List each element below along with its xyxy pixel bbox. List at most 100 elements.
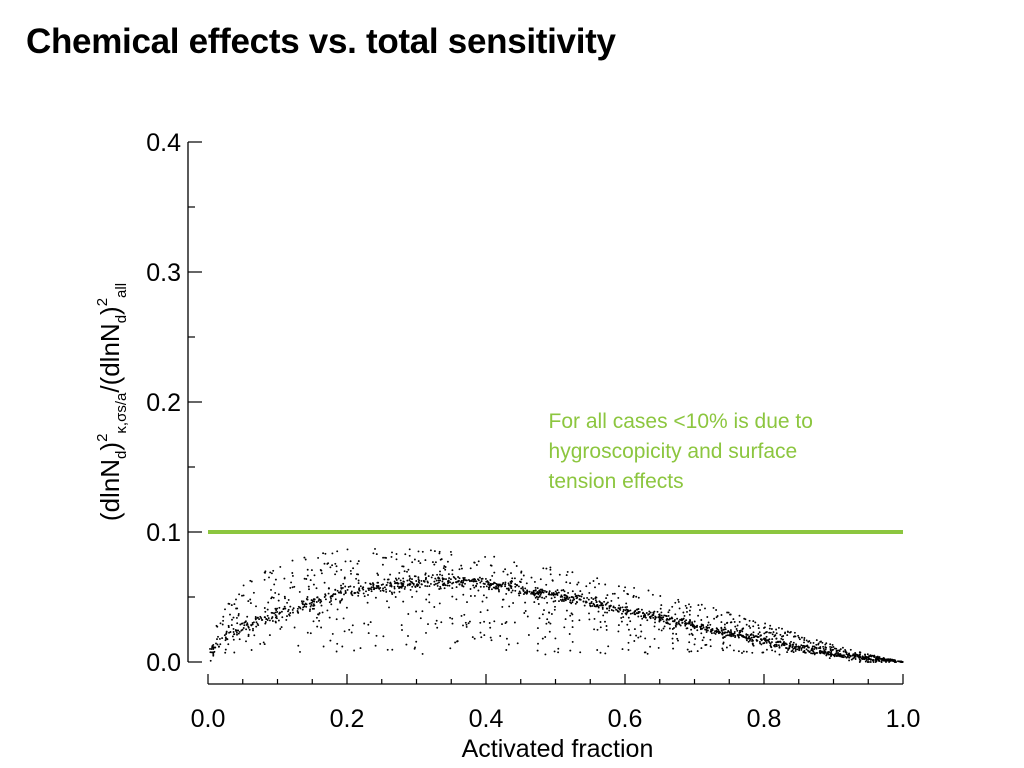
scatter-point	[425, 598, 428, 601]
scatter-point	[420, 583, 423, 586]
scatter-point	[793, 631, 796, 634]
scatter-point	[878, 660, 881, 662]
scatter-point	[778, 653, 781, 656]
scatter-point	[787, 647, 790, 650]
scatter-point	[595, 601, 598, 604]
scatter-point	[773, 635, 776, 638]
scatter-point	[320, 604, 323, 607]
scatter-point	[640, 630, 643, 633]
scatter-point	[803, 649, 806, 652]
scatter-point	[700, 647, 703, 650]
scatter-point	[486, 609, 489, 612]
scatter-point	[418, 586, 421, 589]
scatter-point	[813, 645, 816, 648]
scatter-point	[271, 620, 274, 622]
scatter-point	[893, 661, 896, 663]
scatter-point	[763, 626, 766, 629]
scatter-point	[390, 555, 393, 558]
scatter-point	[726, 621, 729, 624]
scatter-point	[597, 610, 600, 613]
scatter-point	[493, 555, 496, 558]
scatter-point	[742, 650, 745, 653]
scatter-point	[324, 593, 327, 596]
scatter-point	[544, 636, 547, 638]
scatter-point	[489, 579, 492, 581]
scatter-point	[291, 572, 294, 574]
scatter-point	[670, 616, 673, 619]
scatter-point	[497, 584, 500, 587]
scatter-point	[340, 568, 343, 571]
scatter-point	[781, 638, 784, 641]
scatter-point	[505, 620, 508, 623]
scatter-point	[781, 627, 783, 630]
scatter-point	[489, 626, 492, 629]
scatter-point	[447, 580, 450, 583]
scatter-point	[343, 630, 346, 633]
scatter-point	[259, 615, 262, 618]
scatter-point	[769, 642, 772, 645]
scatter-point	[596, 604, 598, 607]
scatter-point	[339, 600, 342, 603]
scatter-point	[317, 613, 319, 616]
scatter-point	[421, 550, 424, 553]
scatter-point	[315, 601, 318, 603]
scatter-point	[791, 646, 794, 649]
scatter-point	[485, 585, 488, 588]
scatter-point	[660, 616, 662, 619]
scatter-point	[675, 622, 678, 625]
scatter-point	[767, 639, 770, 642]
scatter-point	[372, 586, 375, 589]
scatter-point	[741, 630, 744, 633]
scatter-point	[467, 622, 470, 625]
scatter-point	[721, 647, 724, 650]
scatter-point	[578, 595, 581, 597]
scatter-point	[558, 600, 560, 603]
scatter-point	[255, 625, 258, 628]
scatter-point	[685, 627, 688, 630]
scatter-point	[542, 591, 545, 594]
scatter-point	[596, 577, 599, 580]
scatter-point	[398, 571, 401, 574]
scatter-point	[803, 637, 806, 639]
scatter-point	[652, 616, 655, 619]
scatter-point	[778, 646, 781, 649]
scatter-point	[353, 649, 356, 652]
scatter-point	[484, 577, 487, 580]
scatter-point	[399, 579, 402, 582]
scatter-point	[411, 595, 414, 598]
scatter-point	[209, 659, 212, 662]
scatter-point	[454, 578, 457, 580]
scatter-point	[760, 638, 762, 641]
scatter-point	[567, 598, 570, 601]
scatter-point	[565, 609, 568, 612]
scatter-point	[398, 590, 401, 593]
scatter-point	[216, 643, 219, 646]
scatter-point	[417, 576, 420, 579]
scatter-point	[691, 621, 694, 624]
scatter-point	[591, 604, 594, 607]
scatter-point	[415, 590, 418, 593]
scatter-point	[274, 607, 277, 610]
scatter-point	[280, 626, 283, 629]
scatter-point	[801, 644, 804, 647]
scatter-point	[460, 581, 463, 584]
scatter-point	[888, 658, 891, 661]
scatter-point	[811, 652, 814, 655]
scatter-point	[458, 577, 461, 580]
scatter-point	[336, 642, 339, 645]
scatter-point	[677, 598, 680, 601]
scatter-point	[782, 635, 785, 637]
scatter-point	[560, 589, 563, 592]
scatter-point	[477, 579, 480, 582]
y-axis-label-part: 2	[94, 298, 111, 306]
scatter-point	[830, 650, 833, 653]
scatter-point	[857, 655, 860, 658]
scatter-point	[744, 618, 747, 621]
scatter-point	[775, 637, 778, 640]
scatter-point	[662, 620, 665, 623]
scatter-point	[331, 564, 334, 567]
scatter-point	[280, 610, 283, 613]
scatter-point	[443, 565, 446, 568]
scatter-point	[604, 611, 606, 614]
scatter-point	[247, 633, 250, 636]
